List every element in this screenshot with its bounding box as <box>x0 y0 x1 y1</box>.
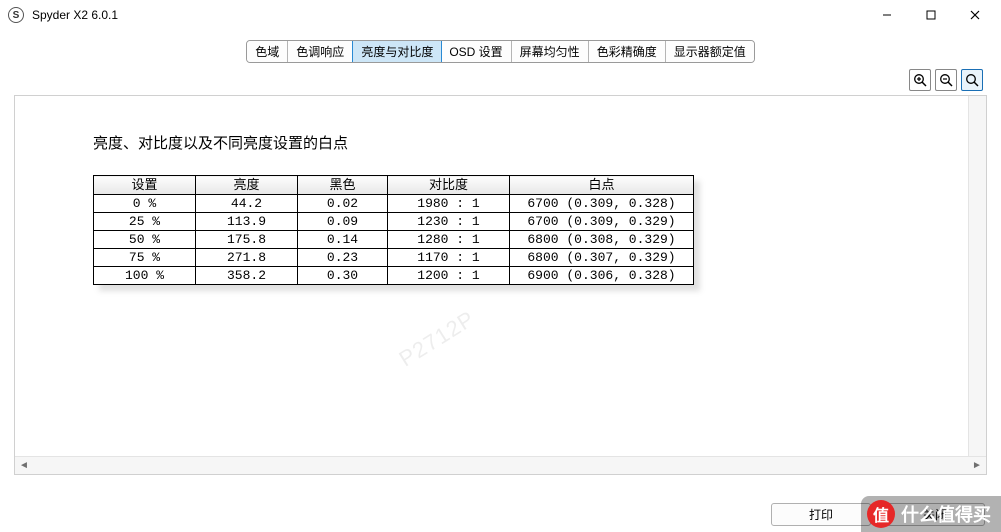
cell-setting: 100 % <box>94 267 196 285</box>
result-frame: 亮度、对比度以及不同亮度设置的白点 设置 亮度 黑色 对比度 白点 <box>14 95 987 475</box>
minimize-button[interactable] <box>865 1 909 29</box>
col-setting: 设置 <box>94 176 196 195</box>
cell-setting: 75 % <box>94 249 196 267</box>
col-whitepoint: 白点 <box>510 176 694 195</box>
cell-setting: 0 % <box>94 195 196 213</box>
smzdm-logo-icon: 值 <box>867 500 895 528</box>
scroll-right-icon[interactable]: ► <box>968 457 986 475</box>
cell-contrast: 1980 : 1 <box>388 195 510 213</box>
zoom-in-button[interactable] <box>909 69 931 91</box>
app-icon: S <box>8 7 24 23</box>
table-row: 25 % 113.9 0.09 1230 : 1 6700 (0.309, 0.… <box>94 213 694 231</box>
cell-setting: 50 % <box>94 231 196 249</box>
tab-tone-response[interactable]: 色调响应 <box>288 41 353 62</box>
vertical-scrollbar[interactable] <box>968 96 986 456</box>
brightness-table: 设置 亮度 黑色 对比度 白点 0 % 44.2 0.02 1980 : 1 <box>93 175 694 285</box>
tab-osd-settings[interactable]: OSD 设置 <box>441 41 511 62</box>
tab-monitor-rating[interactable]: 显示器额定值 <box>666 41 754 62</box>
cell-black: 0.23 <box>298 249 388 267</box>
section-heading: 亮度、对比度以及不同亮度设置的白点 <box>93 132 968 153</box>
cell-whitepoint: 6900 (0.306, 0.328) <box>510 267 694 285</box>
tab-gamut[interactable]: 色域 <box>247 41 288 62</box>
cell-luminance: 44.2 <box>196 195 298 213</box>
cell-contrast: 1280 : 1 <box>388 231 510 249</box>
cell-whitepoint: 6800 (0.308, 0.329) <box>510 231 694 249</box>
table-wrapper: 设置 亮度 黑色 对比度 白点 0 % 44.2 0.02 1980 : 1 <box>93 175 694 285</box>
cell-luminance: 271.8 <box>196 249 298 267</box>
zoom-fit-button[interactable] <box>961 69 983 91</box>
table-row: 75 % 271.8 0.23 1170 : 1 6800 (0.307, 0.… <box>94 249 694 267</box>
watermark-text: P2712P <box>395 306 480 373</box>
title-bar: S Spyder X2 6.0.1 <box>0 0 1001 30</box>
cell-contrast: 1200 : 1 <box>388 267 510 285</box>
cell-luminance: 175.8 <box>196 231 298 249</box>
col-luminance: 亮度 <box>196 176 298 195</box>
cell-whitepoint: 6800 (0.307, 0.329) <box>510 249 694 267</box>
cell-black: 0.14 <box>298 231 388 249</box>
cell-luminance: 358.2 <box>196 267 298 285</box>
print-button[interactable]: 打印 <box>771 503 871 526</box>
cell-contrast: 1230 : 1 <box>388 213 510 231</box>
tab-brightness-contrast[interactable]: 亮度与对比度 <box>352 40 442 63</box>
tab-color-accuracy[interactable]: 色彩精确度 <box>589 41 666 62</box>
cell-black: 0.02 <box>298 195 388 213</box>
zoom-toolbar <box>14 69 987 91</box>
cell-whitepoint: 6700 (0.309, 0.329) <box>510 213 694 231</box>
cell-black: 0.30 <box>298 267 388 285</box>
result-content: 亮度、对比度以及不同亮度设置的白点 设置 亮度 黑色 对比度 白点 <box>15 96 968 456</box>
horizontal-scrollbar[interactable]: ◄ ► <box>15 456 986 474</box>
col-contrast: 对比度 <box>388 176 510 195</box>
col-black: 黑色 <box>298 176 388 195</box>
smzdm-watermark: 值 什么值得买 <box>861 496 1001 532</box>
table-row: 0 % 44.2 0.02 1980 : 1 6700 (0.309, 0.32… <box>94 195 694 213</box>
cell-contrast: 1170 : 1 <box>388 249 510 267</box>
cell-whitepoint: 6700 (0.309, 0.328) <box>510 195 694 213</box>
zoom-fit-icon <box>965 73 979 87</box>
scroll-left-icon[interactable]: ◄ <box>15 457 33 475</box>
tab-strip-inner: 色域 色调响应 亮度与对比度 OSD 设置 屏幕均匀性 色彩精确度 显示器额定值 <box>246 40 754 63</box>
table-row: 50 % 175.8 0.14 1280 : 1 6800 (0.308, 0.… <box>94 231 694 249</box>
table-row: 100 % 358.2 0.30 1200 : 1 6900 (0.306, 0… <box>94 267 694 285</box>
cell-luminance: 113.9 <box>196 213 298 231</box>
client-area: 色域 色调响应 亮度与对比度 OSD 设置 屏幕均匀性 色彩精确度 显示器额定值 <box>0 30 1001 532</box>
close-window-button[interactable] <box>953 1 997 29</box>
cell-black: 0.09 <box>298 213 388 231</box>
zoom-in-icon <box>913 73 927 87</box>
zoom-out-button[interactable] <box>935 69 957 91</box>
zoom-out-icon <box>939 73 953 87</box>
smzdm-text: 什么值得买 <box>901 501 991 527</box>
bottom-button-bar: 打印 关闭 <box>0 503 1001 526</box>
maximize-button[interactable] <box>909 1 953 29</box>
window-title: Spyder X2 6.0.1 <box>32 8 865 22</box>
tab-uniformity[interactable]: 屏幕均匀性 <box>512 41 589 62</box>
table-header-row: 设置 亮度 黑色 对比度 白点 <box>94 176 694 195</box>
cell-setting: 25 % <box>94 213 196 231</box>
tab-strip: 色域 色调响应 亮度与对比度 OSD 设置 屏幕均匀性 色彩精确度 显示器额定值 <box>14 40 987 63</box>
